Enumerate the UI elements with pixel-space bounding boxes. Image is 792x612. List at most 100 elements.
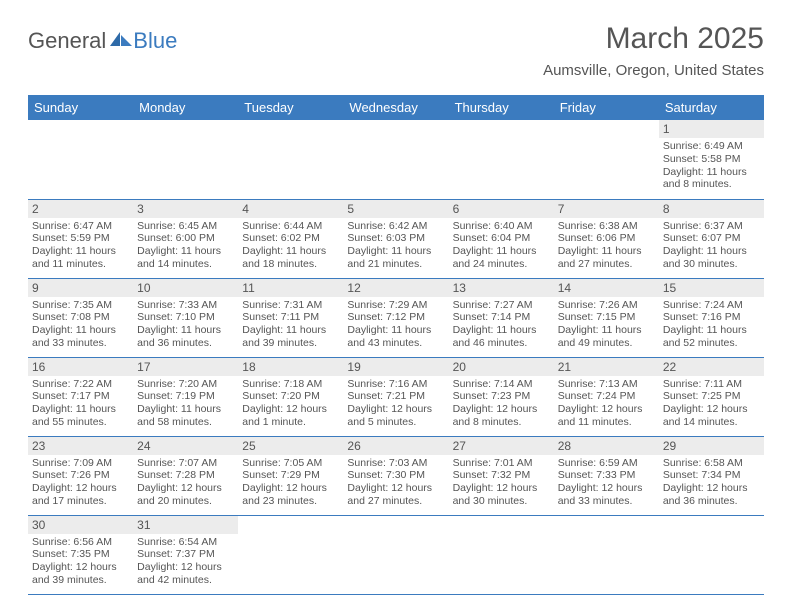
calendar-cell: [238, 120, 343, 199]
daylight-text: Daylight: 11 hours and 21 minutes.: [347, 245, 444, 271]
sunrise-text: Sunrise: 6:56 AM: [32, 536, 129, 549]
daylight-text: Daylight: 11 hours and 18 minutes.: [242, 245, 339, 271]
day-number: 11: [238, 279, 343, 297]
sunrise-text: Sunrise: 6:54 AM: [137, 536, 234, 549]
day-details: Sunrise: 7:22 AMSunset: 7:17 PMDaylight:…: [28, 376, 133, 431]
calendar-cell: 28Sunrise: 6:59 AMSunset: 7:33 PMDayligh…: [554, 436, 659, 515]
sunset-text: Sunset: 6:02 PM: [242, 232, 339, 245]
day-details: Sunrise: 7:13 AMSunset: 7:24 PMDaylight:…: [554, 376, 659, 431]
logo-text-general: General: [28, 28, 106, 54]
day-details: Sunrise: 6:47 AMSunset: 5:59 PMDaylight:…: [28, 218, 133, 273]
sunset-text: Sunset: 7:32 PM: [453, 469, 550, 482]
calendar-cell: [554, 515, 659, 594]
day-number: 21: [554, 358, 659, 376]
day-number: 5: [343, 200, 448, 218]
logo: General Blue: [28, 28, 177, 54]
calendar-cell: 14Sunrise: 7:26 AMSunset: 7:15 PMDayligh…: [554, 278, 659, 357]
daylight-text: Daylight: 11 hours and 30 minutes.: [663, 245, 760, 271]
sunset-text: Sunset: 7:35 PM: [32, 548, 129, 561]
header: General Blue March 2025 Aumsville, Orego…: [0, 0, 792, 85]
calendar-cell: 29Sunrise: 6:58 AMSunset: 7:34 PMDayligh…: [659, 436, 764, 515]
sunrise-text: Sunrise: 7:09 AM: [32, 457, 129, 470]
sunset-text: Sunset: 7:33 PM: [558, 469, 655, 482]
calendar-cell: 20Sunrise: 7:14 AMSunset: 7:23 PMDayligh…: [449, 357, 554, 436]
day-number: 22: [659, 358, 764, 376]
day-number: 23: [28, 437, 133, 455]
daylight-text: Daylight: 11 hours and 55 minutes.: [32, 403, 129, 429]
daylight-text: Daylight: 12 hours and 8 minutes.: [453, 403, 550, 429]
daylight-text: Daylight: 11 hours and 27 minutes.: [558, 245, 655, 271]
calendar-cell: 8Sunrise: 6:37 AMSunset: 6:07 PMDaylight…: [659, 199, 764, 278]
sunrise-text: Sunrise: 6:42 AM: [347, 220, 444, 233]
sunrise-text: Sunrise: 7:26 AM: [558, 299, 655, 312]
daylight-text: Daylight: 11 hours and 33 minutes.: [32, 324, 129, 350]
calendar-cell: 26Sunrise: 7:03 AMSunset: 7:30 PMDayligh…: [343, 436, 448, 515]
calendar-cell: 6Sunrise: 6:40 AMSunset: 6:04 PMDaylight…: [449, 199, 554, 278]
calendar-cell: 19Sunrise: 7:16 AMSunset: 7:21 PMDayligh…: [343, 357, 448, 436]
daylight-text: Daylight: 11 hours and 52 minutes.: [663, 324, 760, 350]
sunset-text: Sunset: 7:23 PM: [453, 390, 550, 403]
day-details: Sunrise: 7:33 AMSunset: 7:10 PMDaylight:…: [133, 297, 238, 352]
daylight-text: Daylight: 11 hours and 39 minutes.: [242, 324, 339, 350]
sunset-text: Sunset: 7:17 PM: [32, 390, 129, 403]
sunset-text: Sunset: 7:21 PM: [347, 390, 444, 403]
calendar-cell: 12Sunrise: 7:29 AMSunset: 7:12 PMDayligh…: [343, 278, 448, 357]
daylight-text: Daylight: 11 hours and 8 minutes.: [663, 166, 760, 192]
calendar-cell: 18Sunrise: 7:18 AMSunset: 7:20 PMDayligh…: [238, 357, 343, 436]
day-details: Sunrise: 6:45 AMSunset: 6:00 PMDaylight:…: [133, 218, 238, 273]
calendar-row: 1Sunrise: 6:49 AMSunset: 5:58 PMDaylight…: [28, 120, 764, 199]
daylight-text: Daylight: 11 hours and 58 minutes.: [137, 403, 234, 429]
dow-sunday: Sunday: [28, 95, 133, 120]
calendar-cell: 7Sunrise: 6:38 AMSunset: 6:06 PMDaylight…: [554, 199, 659, 278]
day-details: Sunrise: 7:11 AMSunset: 7:25 PMDaylight:…: [659, 376, 764, 431]
day-details: Sunrise: 6:37 AMSunset: 6:07 PMDaylight:…: [659, 218, 764, 273]
sunset-text: Sunset: 7:19 PM: [137, 390, 234, 403]
day-details: Sunrise: 6:59 AMSunset: 7:33 PMDaylight:…: [554, 455, 659, 510]
sunrise-text: Sunrise: 6:45 AM: [137, 220, 234, 233]
daylight-text: Daylight: 11 hours and 43 minutes.: [347, 324, 444, 350]
calendar-row: 30Sunrise: 6:56 AMSunset: 7:35 PMDayligh…: [28, 515, 764, 594]
day-number: 14: [554, 279, 659, 297]
daylight-text: Daylight: 11 hours and 36 minutes.: [137, 324, 234, 350]
daylight-text: Daylight: 12 hours and 30 minutes.: [453, 482, 550, 508]
day-number: 13: [449, 279, 554, 297]
sunrise-text: Sunrise: 7:20 AM: [137, 378, 234, 391]
dow-thursday: Thursday: [449, 95, 554, 120]
day-number: 3: [133, 200, 238, 218]
sunset-text: Sunset: 7:12 PM: [347, 311, 444, 324]
dow-wednesday: Wednesday: [343, 95, 448, 120]
day-details: Sunrise: 7:07 AMSunset: 7:28 PMDaylight:…: [133, 455, 238, 510]
dow-friday: Friday: [554, 95, 659, 120]
sunrise-text: Sunrise: 7:16 AM: [347, 378, 444, 391]
sunset-text: Sunset: 6:06 PM: [558, 232, 655, 245]
day-details: Sunrise: 7:09 AMSunset: 7:26 PMDaylight:…: [28, 455, 133, 510]
calendar-cell: 11Sunrise: 7:31 AMSunset: 7:11 PMDayligh…: [238, 278, 343, 357]
calendar-row: 16Sunrise: 7:22 AMSunset: 7:17 PMDayligh…: [28, 357, 764, 436]
calendar-cell: 5Sunrise: 6:42 AMSunset: 6:03 PMDaylight…: [343, 199, 448, 278]
day-details: Sunrise: 7:20 AMSunset: 7:19 PMDaylight:…: [133, 376, 238, 431]
sunset-text: Sunset: 6:04 PM: [453, 232, 550, 245]
calendar-cell: 31Sunrise: 6:54 AMSunset: 7:37 PMDayligh…: [133, 515, 238, 594]
sunset-text: Sunset: 7:34 PM: [663, 469, 760, 482]
day-number: 4: [238, 200, 343, 218]
daylight-text: Daylight: 12 hours and 36 minutes.: [663, 482, 760, 508]
calendar-cell: [343, 515, 448, 594]
day-details: Sunrise: 7:24 AMSunset: 7:16 PMDaylight:…: [659, 297, 764, 352]
day-number: 25: [238, 437, 343, 455]
sunset-text: Sunset: 7:26 PM: [32, 469, 129, 482]
calendar-cell: [133, 120, 238, 199]
calendar-row: 2Sunrise: 6:47 AMSunset: 5:59 PMDaylight…: [28, 199, 764, 278]
day-number: 17: [133, 358, 238, 376]
day-number: 7: [554, 200, 659, 218]
day-number: 28: [554, 437, 659, 455]
sunrise-text: Sunrise: 7:13 AM: [558, 378, 655, 391]
sunrise-text: Sunrise: 7:05 AM: [242, 457, 339, 470]
day-number: 16: [28, 358, 133, 376]
day-details: Sunrise: 7:16 AMSunset: 7:21 PMDaylight:…: [343, 376, 448, 431]
month-title: March 2025: [543, 22, 764, 56]
sunrise-text: Sunrise: 7:29 AM: [347, 299, 444, 312]
calendar-table: Sunday Monday Tuesday Wednesday Thursday…: [28, 95, 764, 595]
sunset-text: Sunset: 6:00 PM: [137, 232, 234, 245]
daylight-text: Daylight: 12 hours and 1 minute.: [242, 403, 339, 429]
dow-monday: Monday: [133, 95, 238, 120]
